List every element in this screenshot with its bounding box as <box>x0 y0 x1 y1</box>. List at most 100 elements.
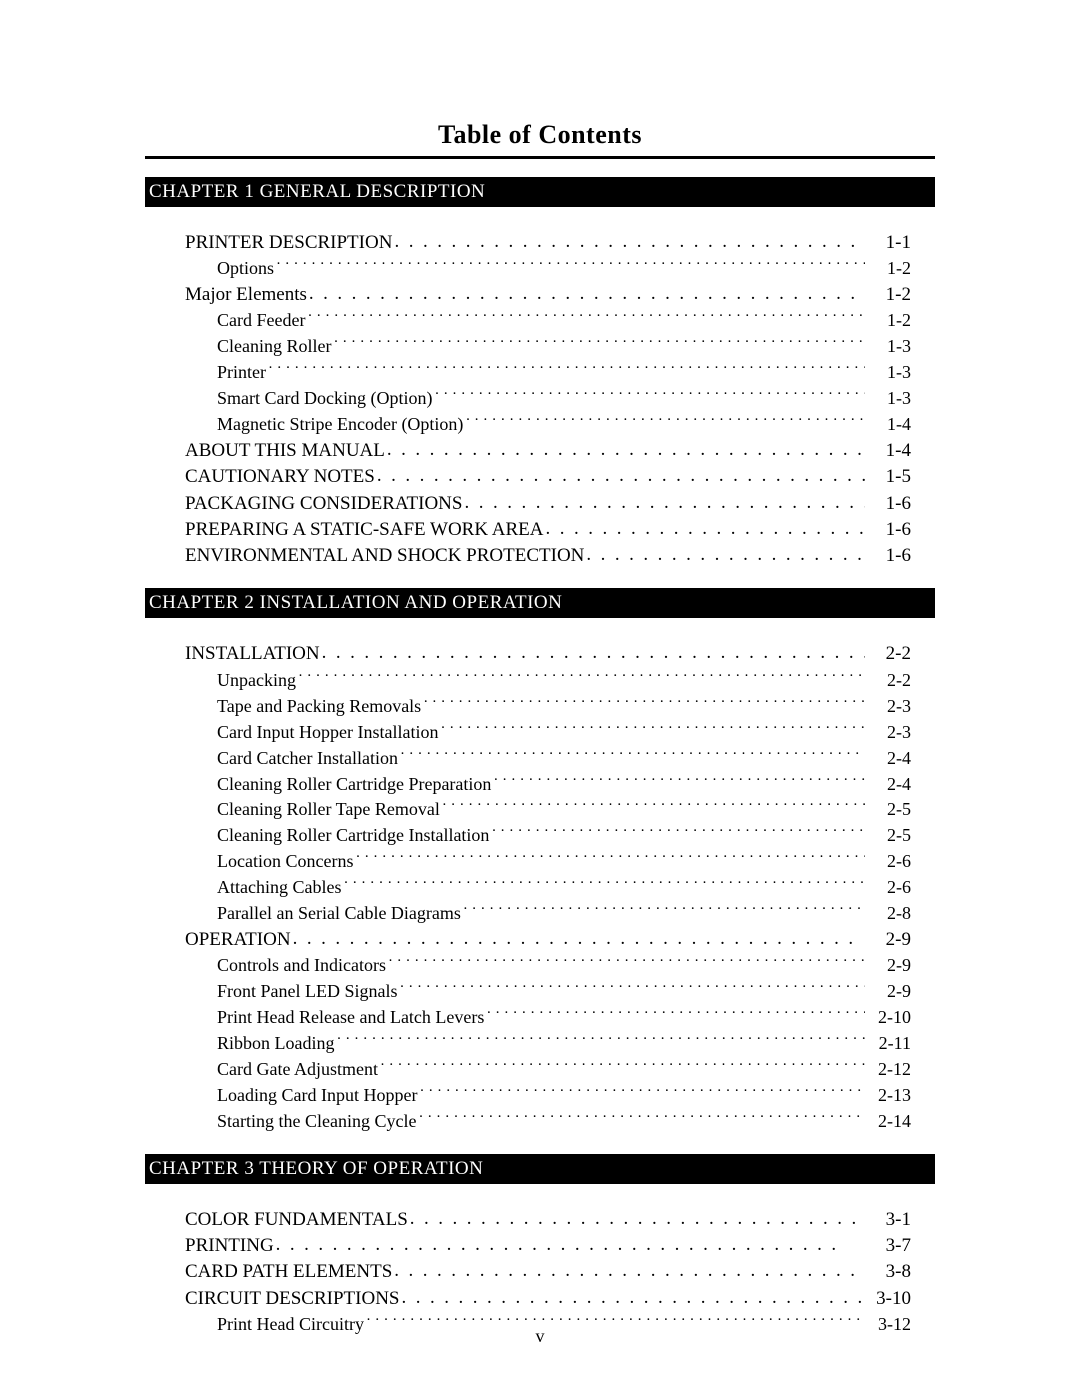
toc-page: 2-5 <box>867 824 911 848</box>
toc-label: Card Input Hopper Installation <box>217 721 438 745</box>
toc-entry: OPERATION 2-9 <box>185 926 911 952</box>
toc-page: 1-1 <box>867 230 911 255</box>
toc-page: 2-13 <box>867 1084 911 1108</box>
toc-label: INSTALLATION <box>185 641 320 666</box>
toc-label: Front Panel LED Signals <box>217 980 398 1004</box>
toc-entry: Tape and Packing Removals 2-3 <box>185 693 911 719</box>
toc-label: Options <box>217 257 274 281</box>
toc-leader <box>387 437 865 456</box>
toc-page: 2-4 <box>867 773 911 797</box>
toc-label: Card Gate Adjustment <box>217 1058 378 1082</box>
chapter-heading: CHAPTER 1 GENERAL DESCRIPTION <box>145 177 935 207</box>
toc-entry: Magnetic Stripe Encoder (Option) 1-4 <box>185 411 911 437</box>
toc-entry: PREPARING A STATIC-SAFE WORK AREA 1-6 <box>185 516 911 542</box>
toc-page: 2-9 <box>867 954 911 978</box>
toc-entry: Card Gate Adjustment 2-12 <box>185 1056 911 1082</box>
toc-label: OPERATION <box>185 927 291 952</box>
toc-label: Printer <box>217 361 266 385</box>
toc-entry: Cleaning Roller Cartridge Preparation 2-… <box>185 771 911 797</box>
toc-page: 1-4 <box>867 413 911 437</box>
entries-list: COLOR FUNDAMENTALS 3-1PRINTING 3-7CARD P… <box>185 1206 911 1337</box>
toc-leader <box>419 1082 865 1101</box>
toc-leader <box>309 281 865 300</box>
entries-list: INSTALLATION 2-2Unpacking 2-2Tape and Pa… <box>185 640 911 1133</box>
toc-leader <box>442 796 865 815</box>
toc-leader <box>307 307 865 326</box>
toc-page: 1-2 <box>867 309 911 333</box>
toc-leader <box>464 490 865 509</box>
page: Table of Contents CHAPTER 1 GENERAL DESC… <box>0 0 1080 1397</box>
toc-leader <box>546 516 866 535</box>
toc-page: 2-4 <box>867 747 911 771</box>
toc-page: 2-3 <box>867 695 911 719</box>
toc-leader <box>268 359 865 378</box>
toc-entry: Printer 1-3 <box>185 359 911 385</box>
toc-page: 2-9 <box>867 927 911 952</box>
toc-page: 1-3 <box>867 335 911 359</box>
chapter-heading: CHAPTER 2 INSTALLATION AND OPERATION <box>145 588 935 618</box>
toc-entry: COLOR FUNDAMENTALS 3-1 <box>185 1206 911 1232</box>
toc-leader <box>493 771 865 790</box>
toc-entry: Attaching Cables 2-6 <box>185 874 911 900</box>
toc-page: 2-5 <box>867 798 911 822</box>
toc-entry: Card Input Hopper Installation 2-3 <box>185 719 911 745</box>
toc-label: Smart Card Docking (Option) <box>217 387 432 411</box>
toc-leader <box>343 874 865 893</box>
toc-page: 2-6 <box>867 850 911 874</box>
toc-label: Major Elements <box>185 282 307 307</box>
toc-leader <box>276 1232 865 1251</box>
toc-entry: Front Panel LED Signals 2-9 <box>185 978 911 1004</box>
toc-leader <box>586 542 865 561</box>
toc-entry: Unpacking 2-2 <box>185 667 911 693</box>
toc-entry: ENVIRONMENTAL AND SHOCK PROTECTION 1-6 <box>185 542 911 568</box>
toc-page: 2-6 <box>867 876 911 900</box>
toc-label: Attaching Cables <box>217 876 341 900</box>
toc-leader <box>410 1206 865 1225</box>
toc-label: Card Catcher Installation <box>217 747 398 771</box>
toc-leader <box>337 1030 866 1049</box>
chapter-heading: CHAPTER 3 THEORY OF OPERATION <box>145 1154 935 1184</box>
toc-leader <box>463 900 865 919</box>
toc-page: 1-3 <box>867 387 911 411</box>
toc-entry: Smart Card Docking (Option) 1-3 <box>185 385 911 411</box>
toc-page: 1-2 <box>867 257 911 281</box>
toc-page: 2-2 <box>867 641 911 666</box>
toc-entry: CARD PATH ELEMENTS 3-8 <box>185 1258 911 1284</box>
toc-leader <box>298 667 865 686</box>
toc-page: 3-8 <box>867 1259 911 1284</box>
toc-leader <box>380 1056 865 1075</box>
toc-entry: Ribbon Loading 2-11 <box>185 1030 911 1056</box>
entries-list: PRINTER DESCRIPTION 1-1Options 1-2Major … <box>185 229 911 568</box>
toc-page: 1-6 <box>867 491 911 516</box>
toc-label: Cleaning Roller Cartridge Installation <box>217 824 489 848</box>
toc-entry: ABOUT THIS MANUAL 1-4 <box>185 437 911 463</box>
page-title: Table of Contents <box>145 120 935 150</box>
title-rule <box>145 156 935 159</box>
toc-label: Loading Card Input Hopper <box>217 1084 417 1108</box>
toc-entry: INSTALLATION 2-2 <box>185 640 911 666</box>
toc-page: 3-10 <box>867 1286 911 1311</box>
toc-leader <box>434 385 865 404</box>
toc-entry: Starting the Cleaning Cycle 2-14 <box>185 1108 911 1134</box>
toc-entry: Print Head Release and Latch Levers 2-10 <box>185 1004 911 1030</box>
toc-label: COLOR FUNDAMENTALS <box>185 1207 408 1232</box>
toc-leader <box>418 1108 865 1127</box>
toc-leader <box>491 822 865 841</box>
toc-leader <box>394 1258 865 1277</box>
toc-entry: Cleaning Roller 1-3 <box>185 333 911 359</box>
toc-page: 2-8 <box>867 902 911 926</box>
toc-label: PACKAGING CONSIDERATIONS <box>185 491 462 516</box>
toc-page: 1-3 <box>867 361 911 385</box>
toc-label: Location Concerns <box>217 850 353 874</box>
toc-leader <box>465 411 865 430</box>
toc-label: Ribbon Loading <box>217 1032 335 1056</box>
toc-page: 2-9 <box>867 980 911 1004</box>
toc-label: CARD PATH ELEMENTS <box>185 1259 392 1284</box>
toc-label: ENVIRONMENTAL AND SHOCK PROTECTION <box>185 543 584 568</box>
toc-leader <box>355 848 865 867</box>
toc-leader <box>400 978 866 997</box>
toc-leader <box>377 463 865 482</box>
toc-page: 1-6 <box>867 517 911 542</box>
toc-entry: Options 1-2 <box>185 255 911 281</box>
toc-label: CAUTIONARY NOTES <box>185 464 375 489</box>
